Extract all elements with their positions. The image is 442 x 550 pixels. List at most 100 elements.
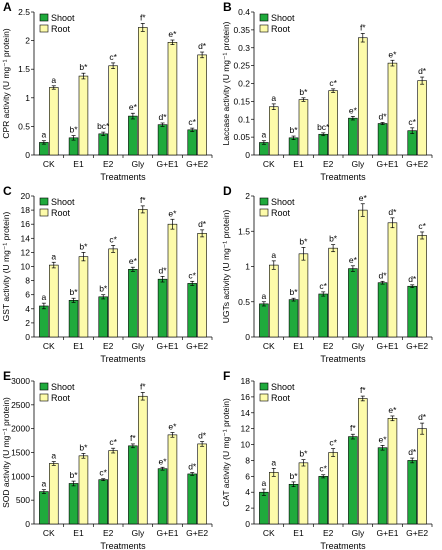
significance-label: b* (79, 442, 88, 452)
x-tick-label: G+E2 (406, 528, 428, 538)
x-tick-label: Gly (351, 528, 365, 538)
y-tick-label: 12 (21, 247, 31, 257)
significance-label: c* (109, 234, 117, 244)
legend-label: Root (51, 393, 71, 403)
legend-label: Shoot (271, 382, 295, 392)
bar-root (417, 428, 427, 525)
x-tick-label: E2 (323, 528, 334, 538)
significance-label: f* (130, 433, 136, 443)
bar-root (108, 65, 118, 156)
significance-label: c* (99, 468, 107, 478)
significance-label: c* (109, 52, 117, 62)
bar-root (138, 395, 148, 525)
y-tick-label: 0 (25, 150, 30, 160)
y-tick-label: 0.25 (233, 61, 250, 71)
significance-label: c* (188, 270, 196, 280)
legend-swatch-root (39, 24, 49, 33)
legend-label: Shoot (51, 382, 75, 392)
x-tick-label: G+E2 (186, 159, 208, 169)
panel-d: 0 0.5 1 1.5 2 UGTs activity (U mg⁻¹ protein) C… (221, 184, 433, 364)
significance-label: f* (140, 195, 146, 205)
y-tick-label: 6 (245, 471, 250, 481)
significance-label: a (271, 250, 276, 260)
y-tick-label: 0.2 (238, 79, 250, 89)
panel-letter: C (3, 184, 12, 198)
x-tick-label: G+E1 (377, 341, 399, 351)
significance-label: a (262, 478, 267, 488)
significance-label: a (262, 291, 267, 301)
bar-root (197, 233, 207, 338)
y-tick-label: 4 (25, 304, 30, 314)
significance-label: d* (198, 431, 207, 441)
significance-label: d* (198, 219, 207, 229)
y-tick-label: 1500 (11, 448, 30, 458)
x-tick-label: Gly (351, 341, 365, 351)
significance-label: d* (408, 447, 417, 457)
bar-root (167, 434, 178, 525)
x-tick-label: E1 (293, 341, 304, 351)
significance-label: e* (168, 29, 177, 39)
legend-label: Root (271, 24, 291, 34)
bar-shoot (377, 447, 388, 525)
legend-swatch-shoot (39, 13, 49, 22)
y-tick-label: 12 (241, 424, 251, 434)
bar-root (108, 450, 118, 525)
significance-label: a (51, 451, 56, 461)
y-tick-label: 2 (245, 503, 250, 513)
y-tick-label: 0.15 (233, 96, 250, 106)
x-tick-label: G+E1 (157, 159, 179, 169)
y-tick-label: 0.4 (238, 7, 250, 17)
significance-label: b* (70, 470, 79, 480)
x-tick-label: E2 (323, 159, 334, 169)
bar-root (197, 54, 207, 156)
significance-label: b* (290, 471, 299, 481)
bar-root (387, 62, 398, 156)
significance-label: a (51, 251, 56, 261)
y-tick-label: 1.5 (18, 64, 30, 74)
significance-label: e* (129, 102, 138, 112)
significance-label: e* (159, 456, 168, 466)
bar-shoot (288, 483, 299, 525)
bar-shoot (187, 129, 197, 156)
legend-swatch-root (259, 24, 269, 33)
significance-label: c* (329, 438, 337, 448)
y-axis-label: CPR activity (U mg⁻¹ protein) (1, 28, 11, 138)
x-tick-label: E2 (323, 341, 334, 351)
panel-e: 0 500 1000 1500 2000 2500 3000 SOD activity (U … (1, 369, 213, 550)
y-tick-label: 500 (16, 495, 30, 505)
x-tick-label: G+E2 (186, 341, 208, 351)
significance-label: d* (388, 207, 397, 217)
bar-root (298, 253, 309, 338)
y-tick-label: 14 (21, 233, 31, 243)
x-tick-label: CK (263, 528, 275, 538)
y-tick-label: 2500 (11, 400, 30, 410)
y-tick-label: 8 (25, 276, 30, 286)
y-tick-label: 4 (245, 487, 250, 497)
x-axis-label: Treatments (320, 172, 366, 182)
y-tick-label: 18 (21, 205, 31, 215)
y-tick-label: 1 (25, 93, 30, 103)
bar-root (138, 209, 148, 338)
panel-letter: A (3, 0, 12, 14)
significance-label: c* (319, 281, 327, 291)
panel-letter: B (223, 0, 232, 14)
bar-root (167, 42, 178, 156)
x-tick-label: G+E2 (406, 341, 428, 351)
y-tick-label: 2000 (11, 424, 30, 434)
significance-label: b* (70, 287, 79, 297)
x-tick-label: G+E2 (406, 159, 428, 169)
legend-label: Root (271, 208, 291, 218)
y-tick-label: 10 (241, 440, 251, 450)
x-tick-label: Gly (131, 159, 145, 169)
significance-label: b* (79, 241, 88, 251)
legend-swatch-shoot (259, 13, 269, 22)
bar-shoot (187, 283, 197, 338)
bar-shoot (407, 285, 417, 338)
significance-label: b* (290, 287, 299, 297)
significance-label: f* (360, 385, 366, 395)
bar-shoot (39, 491, 49, 525)
legend-swatch-root (259, 208, 269, 217)
bar-root (328, 247, 338, 338)
x-tick-label: E2 (103, 528, 114, 538)
